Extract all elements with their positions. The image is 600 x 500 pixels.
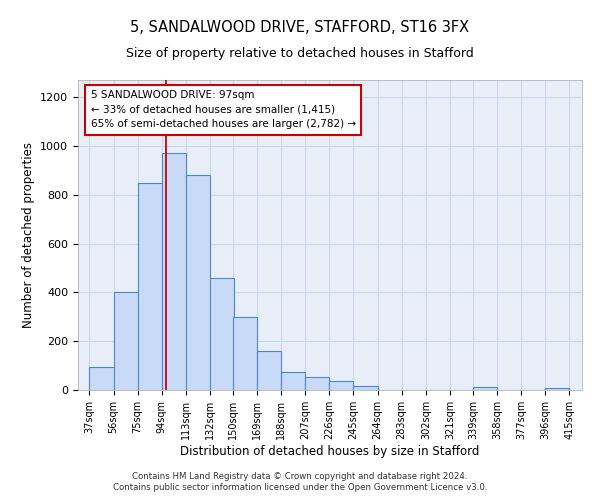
Bar xyxy=(210,278,234,390)
Bar xyxy=(281,372,305,390)
Bar xyxy=(329,382,353,390)
Y-axis label: Number of detached properties: Number of detached properties xyxy=(22,142,35,328)
Text: 5 SANDALWOOD DRIVE: 97sqm
← 33% of detached houses are smaller (1,415)
65% of se: 5 SANDALWOOD DRIVE: 97sqm ← 33% of detac… xyxy=(91,90,356,130)
Bar xyxy=(137,183,162,390)
Bar xyxy=(162,153,186,390)
Bar xyxy=(233,318,257,390)
Bar xyxy=(186,175,210,390)
Bar xyxy=(89,367,113,390)
Text: Contains HM Land Registry data © Crown copyright and database right 2024.: Contains HM Land Registry data © Crown c… xyxy=(132,472,468,481)
Text: Size of property relative to detached houses in Stafford: Size of property relative to detached ho… xyxy=(126,48,474,60)
Bar xyxy=(353,386,377,390)
Bar xyxy=(257,351,281,390)
Bar xyxy=(113,292,137,390)
Bar xyxy=(473,387,497,390)
Text: 5, SANDALWOOD DRIVE, STAFFORD, ST16 3FX: 5, SANDALWOOD DRIVE, STAFFORD, ST16 3FX xyxy=(130,20,470,35)
Bar xyxy=(545,388,569,390)
X-axis label: Distribution of detached houses by size in Stafford: Distribution of detached houses by size … xyxy=(181,444,479,458)
Text: Contains public sector information licensed under the Open Government Licence v3: Contains public sector information licen… xyxy=(113,484,487,492)
Bar xyxy=(305,378,329,390)
